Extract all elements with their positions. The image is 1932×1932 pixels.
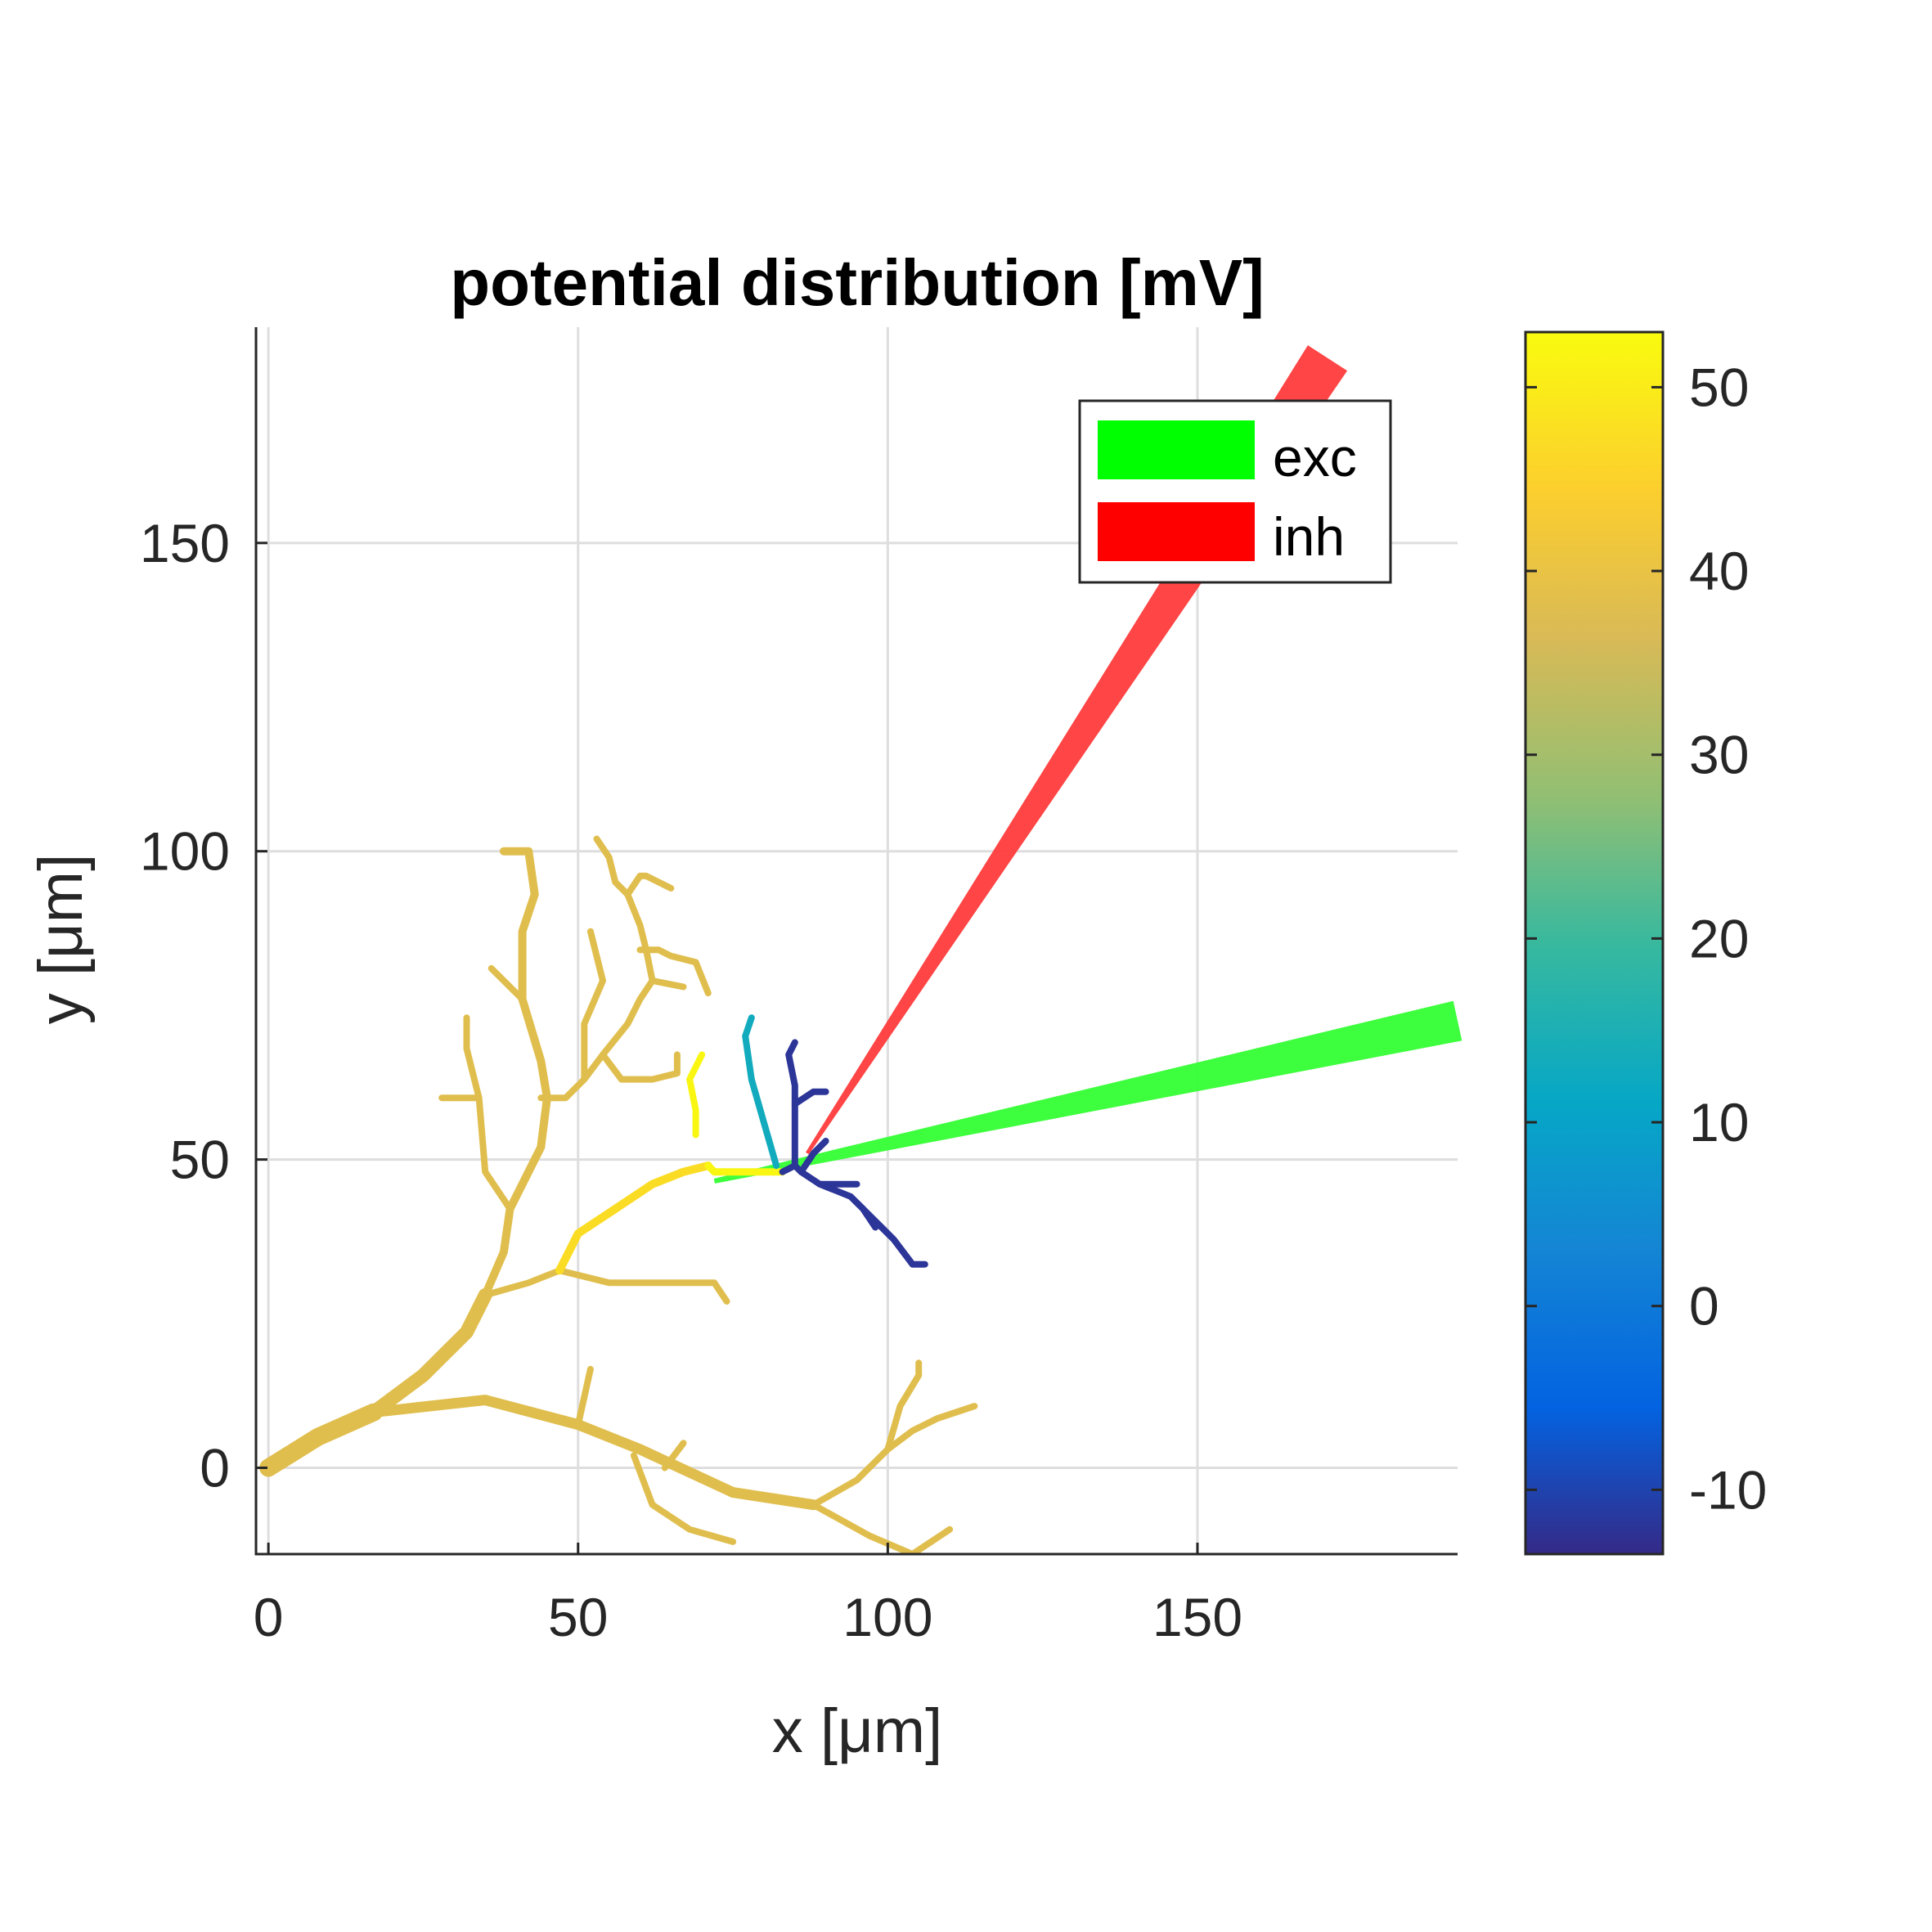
x-tick-label: 0	[254, 1587, 284, 1647]
colorbar-tick-label: 40	[1689, 541, 1749, 601]
colorbar-tick-label: 50	[1689, 357, 1749, 417]
colorbar-tick-label: 0	[1689, 1276, 1719, 1337]
colorbar-tick-label: 20	[1689, 908, 1749, 968]
neuron-segment	[636, 946, 712, 997]
neuron-segment	[368, 1395, 819, 1511]
neuron-segment	[661, 1440, 687, 1471]
colorbar-gradient	[1524, 330, 1665, 1556]
neuron-segment	[630, 1452, 737, 1545]
x-axis-label: x [μm]	[772, 1696, 942, 1766]
neuron-segment	[791, 1088, 829, 1108]
neuron-segment	[555, 1161, 712, 1275]
neuron-segment	[785, 1039, 798, 1170]
chart-title: potential distribution [mV]	[450, 246, 1264, 319]
neuron-segment	[574, 1365, 594, 1428]
colorbar-tick-label: 10	[1689, 1092, 1749, 1152]
axes	[254, 327, 1458, 1556]
x-tick-label: 50	[548, 1587, 608, 1647]
neuron-segment	[593, 835, 631, 898]
electrode-exc	[713, 1000, 1462, 1184]
neuron-segment	[742, 1014, 780, 1170]
neuron-segment	[810, 1403, 978, 1508]
neuron-segment	[649, 977, 687, 991]
neuron-segment	[810, 1501, 954, 1554]
neuron-segment	[537, 872, 675, 1102]
tick-labels: 0 50 100 150 0 50 100 150	[140, 513, 1242, 1647]
neuron-segment	[259, 1403, 383, 1477]
colorbar-tick-label: -10	[1689, 1459, 1767, 1520]
axis-lines	[254, 327, 1458, 1556]
neuron-segment	[860, 1205, 928, 1268]
neuron-segment	[481, 847, 551, 1300]
neuron-morphology	[259, 835, 978, 1554]
y-tick-label: 50	[170, 1130, 230, 1190]
neuron-segment	[482, 1267, 730, 1305]
y-tick-label: 100	[140, 821, 230, 882]
neuron-segment	[463, 1014, 514, 1212]
neuron-segment	[884, 1359, 923, 1453]
x-tick-label: 150	[1152, 1587, 1242, 1647]
neuron-segment	[686, 1051, 706, 1139]
colorbar-ticks: -10 0 10 20 30 40 50	[1525, 357, 1767, 1520]
neuron-segment	[600, 1051, 681, 1083]
legend-swatch-exc	[1098, 420, 1255, 479]
neuron-segment	[704, 1161, 787, 1176]
legend: exc inh	[1078, 399, 1392, 584]
legend-swatch-inh	[1098, 502, 1255, 561]
legend-label-exc: exc	[1273, 427, 1357, 487]
y-axis-label: y [μm]	[26, 854, 96, 1024]
colorbar: -10 0 10 20 30 40 50	[1524, 330, 1767, 1556]
x-tick-label: 100	[842, 1587, 932, 1647]
neuron-segment	[366, 1287, 492, 1420]
legend-label-inh: inh	[1273, 506, 1345, 567]
y-tick-label: 150	[140, 513, 230, 573]
neuron-segment	[798, 1168, 879, 1231]
neuron-segment	[581, 928, 606, 1083]
neuron-segment	[487, 964, 526, 1003]
colorbar-tick-label: 30	[1689, 725, 1749, 785]
y-tick-label: 0	[200, 1437, 230, 1498]
